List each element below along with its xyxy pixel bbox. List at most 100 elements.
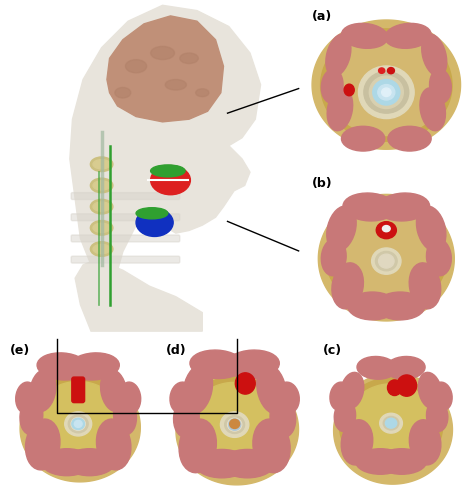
Ellipse shape — [342, 23, 388, 48]
Text: (b): (b) — [311, 177, 332, 190]
Ellipse shape — [30, 369, 56, 412]
Polygon shape — [176, 371, 299, 485]
Ellipse shape — [356, 449, 405, 474]
Ellipse shape — [343, 193, 396, 221]
Ellipse shape — [422, 34, 447, 76]
Polygon shape — [312, 20, 461, 149]
Ellipse shape — [387, 67, 394, 74]
Ellipse shape — [377, 449, 427, 474]
Ellipse shape — [71, 418, 85, 430]
Ellipse shape — [377, 193, 429, 221]
Ellipse shape — [68, 415, 88, 433]
Ellipse shape — [114, 398, 137, 434]
Ellipse shape — [358, 66, 414, 119]
Ellipse shape — [41, 449, 92, 476]
Ellipse shape — [334, 400, 356, 431]
Ellipse shape — [427, 400, 448, 431]
Ellipse shape — [375, 292, 425, 320]
Ellipse shape — [409, 263, 441, 309]
Ellipse shape — [151, 46, 174, 60]
Ellipse shape — [151, 165, 185, 177]
Ellipse shape — [410, 420, 441, 465]
Ellipse shape — [165, 80, 186, 90]
Ellipse shape — [179, 419, 217, 473]
Ellipse shape — [397, 375, 417, 396]
Ellipse shape — [327, 88, 353, 131]
Ellipse shape — [180, 53, 198, 63]
Ellipse shape — [388, 126, 431, 151]
Ellipse shape — [340, 372, 364, 409]
Ellipse shape — [65, 412, 91, 436]
Ellipse shape — [375, 251, 397, 271]
Ellipse shape — [20, 398, 43, 434]
Ellipse shape — [332, 263, 364, 309]
Ellipse shape — [170, 382, 193, 413]
Ellipse shape — [136, 208, 168, 219]
Ellipse shape — [228, 418, 242, 431]
Ellipse shape — [235, 373, 255, 394]
Ellipse shape — [195, 449, 249, 478]
Ellipse shape — [93, 181, 110, 190]
Ellipse shape — [136, 209, 173, 237]
Ellipse shape — [369, 76, 403, 109]
Polygon shape — [20, 371, 140, 482]
Polygon shape — [347, 384, 435, 460]
Ellipse shape — [225, 416, 245, 433]
Ellipse shape — [432, 382, 452, 410]
Ellipse shape — [93, 159, 110, 169]
Ellipse shape — [230, 419, 239, 429]
Ellipse shape — [93, 245, 110, 254]
Polygon shape — [26, 376, 130, 469]
Polygon shape — [327, 37, 446, 135]
Ellipse shape — [119, 382, 141, 413]
FancyBboxPatch shape — [71, 192, 180, 199]
Ellipse shape — [253, 419, 290, 473]
Ellipse shape — [379, 254, 394, 268]
Ellipse shape — [183, 365, 212, 414]
Polygon shape — [70, 5, 261, 278]
Ellipse shape — [276, 382, 299, 413]
Polygon shape — [107, 16, 223, 122]
Ellipse shape — [91, 178, 113, 193]
FancyBboxPatch shape — [71, 256, 180, 263]
Ellipse shape — [321, 69, 343, 103]
Ellipse shape — [231, 421, 238, 428]
Ellipse shape — [326, 34, 351, 76]
Ellipse shape — [26, 419, 60, 470]
Ellipse shape — [378, 85, 395, 100]
Ellipse shape — [226, 350, 279, 378]
Ellipse shape — [383, 225, 390, 232]
Ellipse shape — [385, 357, 425, 379]
Ellipse shape — [126, 60, 146, 73]
Ellipse shape — [173, 398, 199, 437]
Ellipse shape — [91, 220, 113, 235]
FancyBboxPatch shape — [72, 377, 84, 402]
Ellipse shape — [16, 382, 37, 413]
Polygon shape — [189, 382, 280, 459]
Ellipse shape — [257, 365, 286, 414]
Ellipse shape — [100, 369, 127, 412]
Ellipse shape — [220, 449, 274, 478]
Ellipse shape — [228, 419, 241, 430]
Ellipse shape — [419, 372, 442, 409]
Ellipse shape — [341, 126, 385, 151]
Polygon shape — [334, 373, 453, 484]
Ellipse shape — [347, 292, 397, 320]
Ellipse shape — [385, 23, 431, 48]
Ellipse shape — [91, 157, 113, 172]
Polygon shape — [333, 210, 439, 301]
Polygon shape — [339, 378, 443, 471]
Ellipse shape — [96, 419, 131, 470]
Ellipse shape — [91, 199, 113, 214]
Ellipse shape — [364, 71, 409, 113]
Ellipse shape — [380, 413, 402, 433]
Text: (c): (c) — [322, 344, 342, 357]
Ellipse shape — [379, 68, 385, 73]
Ellipse shape — [376, 222, 396, 239]
Polygon shape — [326, 202, 447, 310]
Ellipse shape — [341, 420, 373, 465]
Ellipse shape — [91, 242, 113, 256]
Ellipse shape — [372, 248, 401, 274]
FancyBboxPatch shape — [71, 235, 180, 242]
Ellipse shape — [385, 418, 397, 428]
